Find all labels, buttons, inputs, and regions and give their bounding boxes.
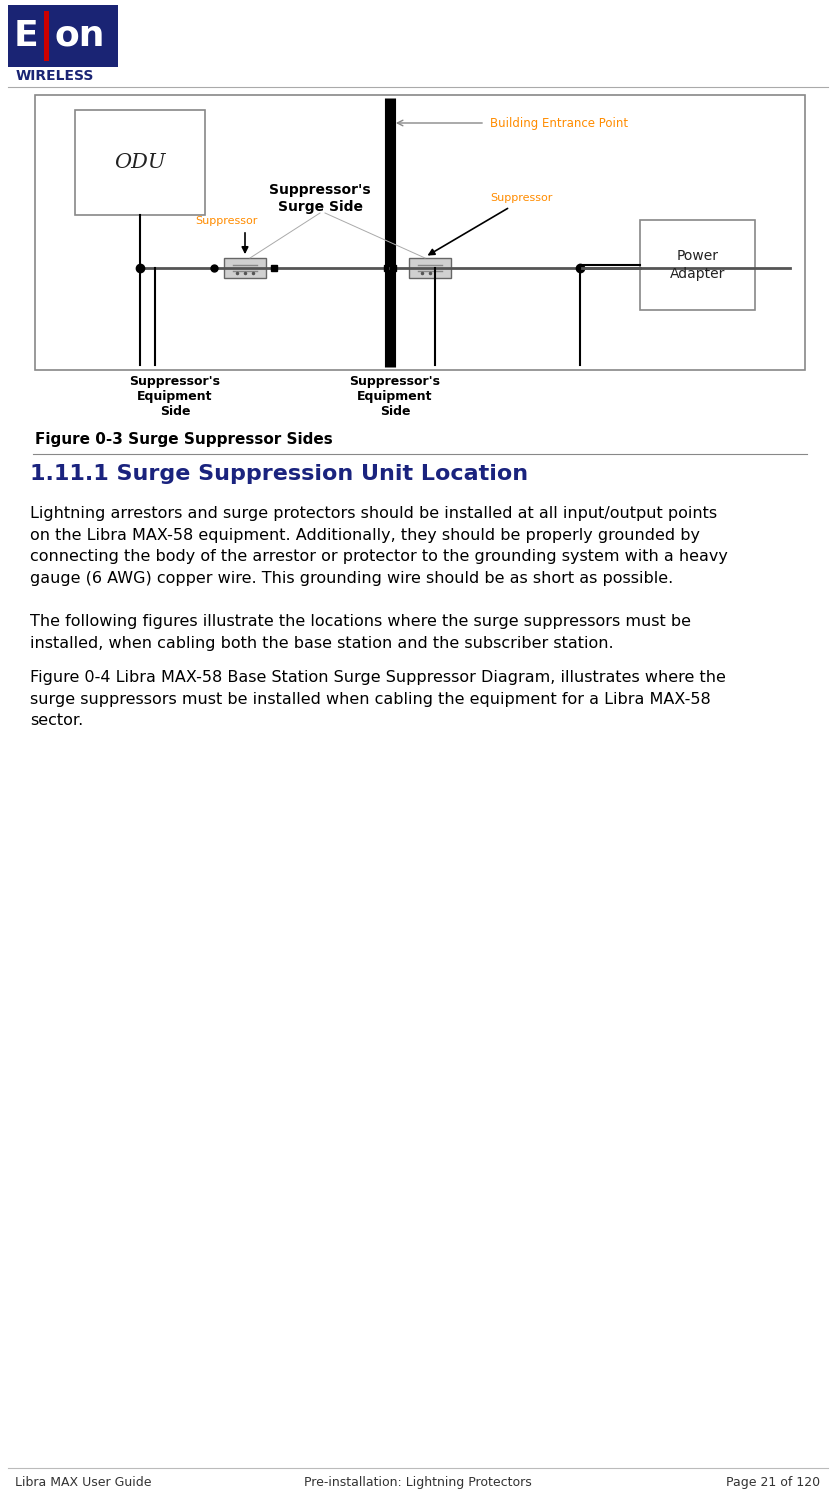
Bar — [640, 220, 755, 310]
Bar — [224, 258, 266, 278]
Text: Pre-installation: Lightning Protectors: Pre-installation: Lightning Protectors — [304, 1476, 532, 1490]
Bar — [44, 10, 49, 62]
Text: ODU: ODU — [115, 153, 166, 173]
Text: Figure 0-4 Libra MAX-58 Base Station Surge Suppressor Diagram, illustrates where: Figure 0-4 Libra MAX-58 Base Station Sur… — [30, 670, 726, 728]
Text: on: on — [54, 20, 104, 53]
Bar — [8, 4, 118, 68]
Text: Libra MAX User Guide: Libra MAX User Guide — [15, 1476, 151, 1490]
Text: Building Entrance Point: Building Entrance Point — [490, 117, 628, 129]
Text: Suppressor's
Equipment
Side: Suppressor's Equipment Side — [349, 375, 441, 419]
Text: Lightning arrestors and surge protectors should be installed at all input/output: Lightning arrestors and surge protectors… — [30, 506, 728, 586]
Text: Figure 0-3 Surge Suppressor Sides: Figure 0-3 Surge Suppressor Sides — [35, 432, 333, 447]
Text: Suppressor's
Equipment
Side: Suppressor's Equipment Side — [130, 375, 221, 419]
Text: WIRELESS: WIRELESS — [16, 69, 94, 82]
Text: Power
Adapter: Power Adapter — [670, 249, 725, 280]
Text: Suppressor: Suppressor — [490, 194, 553, 202]
Text: 1.11.1 Surge Suppression Unit Location: 1.11.1 Surge Suppression Unit Location — [30, 464, 528, 484]
Text: Suppressor: Suppressor — [195, 216, 257, 226]
Bar — [35, 94, 805, 370]
Text: Page 21 of 120: Page 21 of 120 — [726, 1476, 820, 1490]
Text: The following figures illustrate the locations where the surge suppressors must : The following figures illustrate the loc… — [30, 614, 691, 651]
Text: Suppressor's
Surge Side: Suppressor's Surge Side — [269, 183, 371, 214]
Bar — [409, 258, 451, 278]
Bar — [75, 110, 205, 214]
Text: E: E — [14, 20, 38, 53]
